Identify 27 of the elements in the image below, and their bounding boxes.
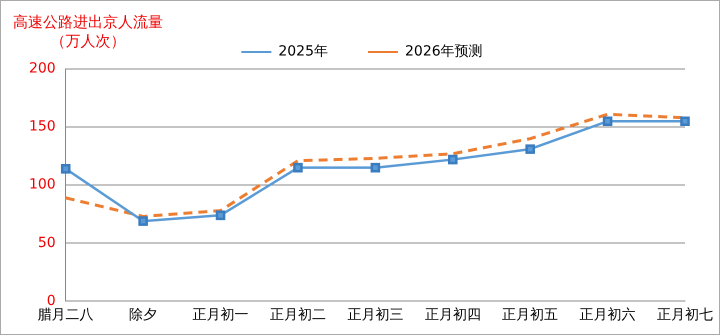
point <box>216 210 226 220</box>
point <box>370 162 380 172</box>
y-tick-label: 100 <box>28 176 56 193</box>
chart-title: 高速公路进出京人流量 <box>13 13 163 32</box>
x-tick-label: 正月初七 <box>657 307 713 324</box>
x-tick-label: 腊月二八 <box>38 307 94 324</box>
y-tick-label: 200 <box>28 60 56 77</box>
legend-label: 2025年 <box>278 44 328 60</box>
x-tick-label: 正月初三 <box>347 307 404 324</box>
x-tick-label: 正月初四 <box>424 307 481 324</box>
point <box>293 162 303 172</box>
point <box>138 216 148 226</box>
legend-label: 2026年预测 <box>405 44 483 60</box>
x-tick-label: 正月初六 <box>580 307 636 324</box>
x-tick-label: 正月初二 <box>270 307 326 324</box>
x-tick-label: 除夕 <box>129 307 158 324</box>
y-tick-label: 150 <box>28 118 56 135</box>
y-tick-label: 0 <box>46 292 56 309</box>
y-tick-label: 50 <box>38 234 56 251</box>
point <box>448 154 458 164</box>
x-tick-label: 正月初一 <box>192 307 249 324</box>
point <box>525 144 535 154</box>
point <box>680 116 690 126</box>
x-tick-label: 正月初五 <box>502 307 558 324</box>
point <box>602 116 612 126</box>
point <box>60 164 71 174</box>
chart-subtitle: （万人次） <box>50 32 126 51</box>
